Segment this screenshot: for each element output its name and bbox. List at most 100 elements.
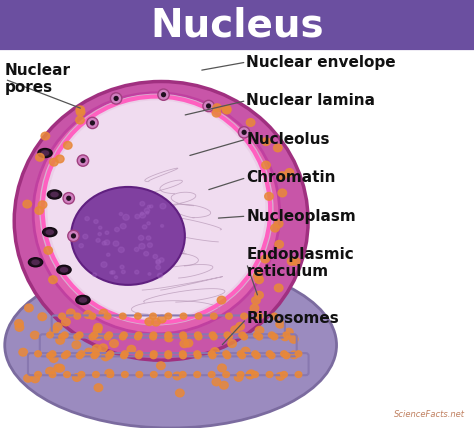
Circle shape [161,225,164,227]
Text: Nucleus: Nucleus [150,7,324,45]
Circle shape [99,226,102,229]
Circle shape [150,205,153,208]
Circle shape [76,332,83,338]
Ellipse shape [47,190,62,199]
Circle shape [135,270,139,274]
Circle shape [278,189,287,197]
Circle shape [241,334,247,340]
Circle shape [150,313,156,319]
Circle shape [59,334,65,340]
Ellipse shape [68,230,79,241]
Circle shape [234,374,243,381]
Circle shape [224,353,231,359]
Circle shape [284,328,293,336]
Circle shape [89,334,96,340]
Circle shape [210,313,217,319]
Circle shape [127,345,136,353]
Circle shape [35,207,44,214]
Circle shape [180,313,187,319]
Circle shape [246,371,255,379]
Ellipse shape [161,92,166,97]
Ellipse shape [90,120,95,125]
Circle shape [140,212,144,215]
Circle shape [222,105,231,113]
Circle shape [281,372,287,377]
Circle shape [84,311,92,318]
Text: Endoplasmic
reticulum: Endoplasmic reticulum [246,247,354,279]
Circle shape [210,353,216,359]
Circle shape [156,362,165,369]
Circle shape [114,276,118,279]
Circle shape [165,351,172,357]
Circle shape [96,238,100,242]
Circle shape [165,334,172,340]
Circle shape [209,372,215,377]
Circle shape [283,353,290,359]
Circle shape [142,225,147,229]
Circle shape [76,353,83,359]
Circle shape [92,372,99,377]
Circle shape [281,333,289,341]
Circle shape [226,313,232,319]
Circle shape [24,374,32,382]
Circle shape [121,372,128,377]
Circle shape [136,332,142,338]
Ellipse shape [63,193,74,204]
Circle shape [74,313,81,319]
Circle shape [195,334,202,340]
Circle shape [262,138,271,146]
Circle shape [120,265,124,269]
Circle shape [140,202,145,206]
Circle shape [256,313,263,319]
Circle shape [175,389,184,397]
Circle shape [147,243,153,247]
Text: Ribosomes: Ribosomes [246,311,339,327]
Circle shape [157,315,166,323]
Circle shape [271,313,278,319]
Circle shape [76,116,84,124]
Circle shape [173,372,182,380]
Circle shape [246,119,255,126]
Ellipse shape [14,81,308,360]
Circle shape [180,353,186,359]
Circle shape [276,320,284,328]
Circle shape [262,161,270,169]
Circle shape [135,313,141,319]
Circle shape [156,265,161,270]
Circle shape [62,353,68,359]
Circle shape [50,326,59,334]
Circle shape [54,323,62,330]
Circle shape [91,332,98,338]
Circle shape [74,334,81,340]
Circle shape [278,172,286,179]
Circle shape [136,351,143,357]
Circle shape [255,276,264,283]
Circle shape [239,332,246,338]
Circle shape [147,222,150,225]
Circle shape [119,334,126,340]
Circle shape [146,236,151,240]
Circle shape [217,296,226,304]
Circle shape [44,247,53,254]
Circle shape [146,211,149,214]
Circle shape [56,364,64,372]
Circle shape [85,217,89,220]
Ellipse shape [47,100,265,319]
Circle shape [140,213,146,218]
Circle shape [25,304,33,312]
Circle shape [194,372,201,377]
Circle shape [292,257,300,265]
Circle shape [98,232,101,236]
Ellipse shape [43,228,57,237]
Circle shape [212,109,221,117]
Circle shape [41,132,50,140]
Circle shape [38,313,46,321]
Ellipse shape [66,196,71,201]
Circle shape [150,353,157,359]
Circle shape [237,351,244,357]
Circle shape [209,351,215,357]
Circle shape [271,224,279,232]
Circle shape [268,332,275,338]
Text: Nucleolus: Nucleolus [246,131,330,147]
Circle shape [156,260,160,265]
